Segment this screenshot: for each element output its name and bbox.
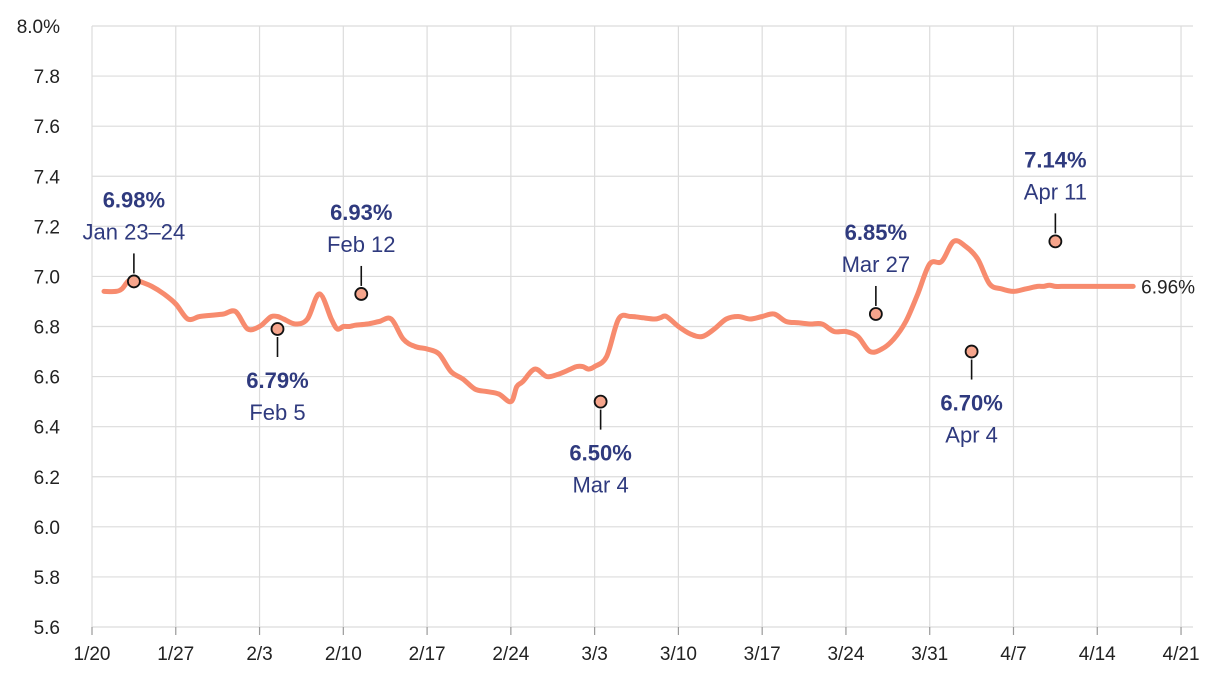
annotation-value: 7.14% (1024, 147, 1086, 172)
annotation-value: 6.79% (246, 368, 308, 393)
x-tick-label: 3/24 (827, 644, 864, 665)
annotation-layer: 6.98% Jan 23–24 6.79% Feb 5 6.93% Feb 12 6.50%… (83, 147, 1087, 497)
annotation-point (126, 274, 141, 289)
y-tick-label: 6.0 (34, 518, 60, 539)
annotation: 6.50% Mar 4 (569, 394, 632, 498)
end-value-label: 6.96% (1141, 277, 1195, 298)
y-tick-label: 8.0% (17, 17, 60, 38)
x-tick-label: 3/31 (911, 644, 948, 665)
y-tick-label: 7.0 (34, 267, 60, 288)
annotation-value: 6.50% (569, 441, 631, 466)
grid-lines (91, 25, 1193, 628)
y-tick-label: 6.6 (34, 368, 60, 389)
x-tick-label: 2/24 (492, 644, 529, 665)
x-axis: 1/20 1/27 2/3 2/10 2/17 2/24 3/3 3/10 3/17 3/24 3/… (74, 627, 1200, 665)
annotation: 6.70% Apr 4 (940, 344, 1003, 448)
annotation-date: Jan 23–24 (83, 219, 186, 244)
y-tick-label: 7.4 (34, 167, 61, 188)
y-axis: 5.6 5.8 6.0 6.2 6.4 6.6 6.8 7.0 7.2 7.4 7.6 7.8 8.0% (17, 17, 61, 639)
x-tick-label: 2/3 (246, 644, 272, 665)
annotation-point (964, 344, 979, 359)
annotation-value: 6.98% (103, 187, 165, 212)
y-tick-label: 5.8 (34, 568, 60, 589)
x-tick-label: 3/17 (744, 644, 781, 665)
x-tick-label: 3/3 (581, 644, 607, 665)
x-tick-label: 1/20 (74, 644, 111, 665)
series-layer (101, 238, 1136, 405)
x-tick-label: 1/27 (157, 644, 194, 665)
annotation-point (270, 322, 285, 336)
annotation-date: Feb 12 (327, 232, 396, 257)
y-tick-label: 6.2 (34, 468, 60, 489)
x-tick-label: 3/10 (660, 644, 697, 665)
y-tick-label: 7.2 (34, 217, 60, 238)
y-tick-label: 7.8 (34, 67, 60, 88)
annotation-point (1048, 234, 1063, 249)
annotation-date: Feb 5 (249, 400, 305, 425)
annotation-point (593, 394, 608, 409)
series-line (101, 238, 1136, 405)
x-tick-label: 4/7 (1000, 644, 1026, 665)
annotation: 7.14% Apr 11 (1024, 147, 1087, 249)
annotation: 6.98% Jan 23–24 (83, 187, 186, 289)
annotation-value: 6.93% (330, 200, 392, 225)
annotation: 6.93% Feb 12 (327, 200, 396, 301)
annotation-date: Mar 27 (842, 252, 910, 277)
x-tick-label: 4/21 (1163, 644, 1200, 665)
x-tick-label: 4/14 (1079, 644, 1116, 665)
x-tick-label: 2/10 (325, 644, 362, 665)
annotation-date: Apr 11 (1024, 179, 1087, 204)
annotation-point (354, 287, 369, 301)
y-tick-label: 6.8 (34, 318, 60, 339)
annotation-value: 6.85% (845, 220, 907, 245)
annotation-point (868, 307, 883, 321)
annotation-date: Apr 4 (945, 423, 998, 448)
annotation-date: Mar 4 (572, 473, 628, 498)
y-tick-label: 5.6 (34, 618, 60, 639)
annotation-value: 6.70% (940, 391, 1002, 416)
y-tick-label: 7.6 (34, 117, 60, 138)
annotation: 6.79% Feb 5 (246, 322, 309, 425)
y-tick-label: 6.4 (34, 418, 61, 439)
x-tick-label: 2/17 (409, 644, 446, 665)
annotation: 6.85% Mar 27 (842, 220, 910, 321)
